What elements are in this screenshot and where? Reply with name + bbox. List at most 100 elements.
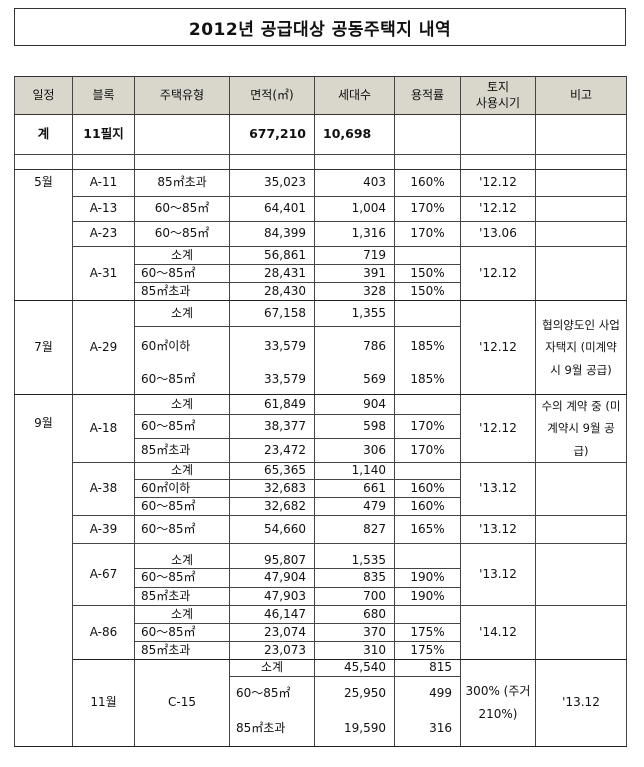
- far-value: 300% (주거210%): [460, 659, 536, 748]
- block-name: C-15: [134, 659, 230, 748]
- table-row: 60～85㎡ 28,431 391 150%: [15, 264, 627, 283]
- housing-type: 소계: [134, 605, 230, 624]
- units-value: 499: [394, 676, 461, 711]
- land-use-time: '12.12: [460, 246, 536, 301]
- header-units: 세대수: [314, 76, 395, 115]
- block-name: A-86: [72, 605, 135, 661]
- units-value: 310: [314, 641, 395, 661]
- block-name: A-31: [72, 246, 135, 301]
- units-value: 569: [314, 366, 395, 395]
- housing-type: 85㎡초과: [134, 169, 230, 197]
- total-block: 11필지: [72, 114, 135, 155]
- month-july: 7월: [14, 300, 73, 395]
- table-row: 60㎡이하 33,579 786 185%: [15, 326, 627, 367]
- units-value: 1,004: [314, 196, 395, 222]
- area-value: 33,579: [229, 366, 315, 395]
- land-use-time: '12.12: [460, 169, 536, 197]
- block-name: A-39: [72, 515, 135, 545]
- table-row: 9월 A-18 소계 61,849 904 '12.12 수의 계약 중 (미계…: [14, 394, 627, 748]
- units-value: 328: [314, 282, 395, 301]
- land-use-time: '13.12: [460, 515, 536, 545]
- units-value: 306: [314, 438, 395, 464]
- table-row: 60～85㎡ 33,579 569 185%: [15, 366, 627, 395]
- area-value: 56,861: [229, 246, 315, 265]
- area-value: 35,023: [229, 169, 315, 197]
- far-value: 150%: [394, 264, 461, 283]
- total-area: 677,210: [229, 114, 315, 155]
- land-use-time: '12.12: [460, 300, 536, 395]
- units-value: 598: [314, 414, 395, 439]
- housing-type: 60～85㎡: [134, 515, 230, 545]
- header-remarks: 비고: [535, 76, 627, 115]
- area-value: 64,401: [229, 196, 315, 222]
- units-value: 700: [314, 587, 395, 607]
- units-value: 391: [314, 264, 395, 283]
- units-value: 904: [314, 394, 395, 415]
- block-name: A-18: [72, 394, 135, 464]
- housing-type: 소계: [134, 300, 230, 327]
- area-value: 32,683: [229, 479, 315, 498]
- housing-type: 소계: [134, 543, 230, 569]
- table-row: A-23 60～85㎡ 84,399 1,316 170% '13.06: [15, 221, 627, 247]
- table-row: 60～85㎡ 32,682 479 160%: [15, 497, 627, 517]
- units-value: 479: [314, 497, 395, 517]
- area-value: 23,472: [229, 438, 315, 464]
- land-use-time: '13.06: [460, 221, 536, 247]
- block-name: A-13: [72, 196, 135, 222]
- units-value: 403: [314, 169, 395, 197]
- housing-type: 60㎡이하: [134, 326, 230, 367]
- far-value: 175%: [394, 623, 461, 642]
- header-land-use-time-line2: 사용시기: [475, 95, 521, 110]
- far-value: 185%: [394, 326, 461, 367]
- housing-type: 60～85㎡: [134, 366, 230, 395]
- far-value: 150%: [394, 282, 461, 301]
- units-value: 827: [314, 515, 395, 545]
- land-use-time: '12.12: [460, 394, 536, 464]
- area-value: 61,849: [229, 394, 315, 415]
- block-name: A-11: [72, 169, 135, 197]
- table-row: 85㎡초과 47,903 700 190%: [15, 587, 627, 607]
- month-may: 5월: [14, 169, 73, 301]
- units-value: 680: [314, 605, 395, 624]
- header-type: 주택유형: [134, 76, 230, 115]
- units-value: 661: [314, 479, 395, 498]
- table-row: 60㎡이하 32,683 661 160%: [15, 479, 627, 498]
- housing-type: 85㎡초과: [134, 641, 230, 661]
- table-row: A-13 60～85㎡ 64,401 1,004 170% '12.12: [15, 196, 627, 222]
- far-value: [394, 394, 461, 415]
- remark-note: 협의양도인 사업자택지 (미계약시 9월 공급): [535, 300, 627, 395]
- units-value: 815: [394, 659, 461, 677]
- month-november: 11월: [72, 659, 135, 748]
- table-row: A-39 60～85㎡ 54,660 827 165% '13.12: [15, 515, 627, 545]
- housing-type: 85㎡초과: [134, 587, 230, 607]
- housing-type: 60～85㎡: [134, 623, 230, 642]
- area-value: 65,365: [229, 462, 315, 480]
- month-september: 9월: [14, 394, 73, 748]
- block-name: A-29: [72, 300, 135, 395]
- far-value: 190%: [394, 568, 461, 588]
- far-value: 160%: [394, 479, 461, 498]
- housing-type: 60～85㎡: [229, 676, 315, 711]
- far-value: 170%: [394, 438, 461, 464]
- housing-supply-table: 일정 블록 주택유형 면적(㎡) 세대수 용적률 토지 사용시기 비고 계 11…: [14, 76, 627, 748]
- area-value: 54,660: [229, 515, 315, 545]
- land-use-time: '12.12: [460, 196, 536, 222]
- total-label: 계: [14, 114, 73, 155]
- spacer-row: [14, 154, 627, 170]
- housing-type: 소계: [134, 246, 230, 265]
- land-use-time: '13.12: [535, 659, 627, 748]
- far-value: 160%: [394, 169, 461, 197]
- housing-type: 60～85㎡: [134, 196, 230, 222]
- far-value: 185%: [394, 366, 461, 395]
- table-row: 11월 C-15 소계 45,540 815 300% (주거210%) '13…: [15, 659, 627, 748]
- far-value: [394, 605, 461, 624]
- area-value: 23,074: [229, 623, 315, 642]
- block-name: A-23: [72, 221, 135, 247]
- header-row: 일정 블록 주택유형 면적(㎡) 세대수 용적률 토지 사용시기 비고: [14, 76, 627, 115]
- far-value: 170%: [394, 414, 461, 439]
- land-use-time: '14.12: [460, 605, 536, 661]
- housing-type: 소계: [134, 394, 230, 415]
- area-value: 47,903: [229, 587, 315, 607]
- area-value: 23,073: [229, 641, 315, 661]
- units-value: 370: [314, 623, 395, 642]
